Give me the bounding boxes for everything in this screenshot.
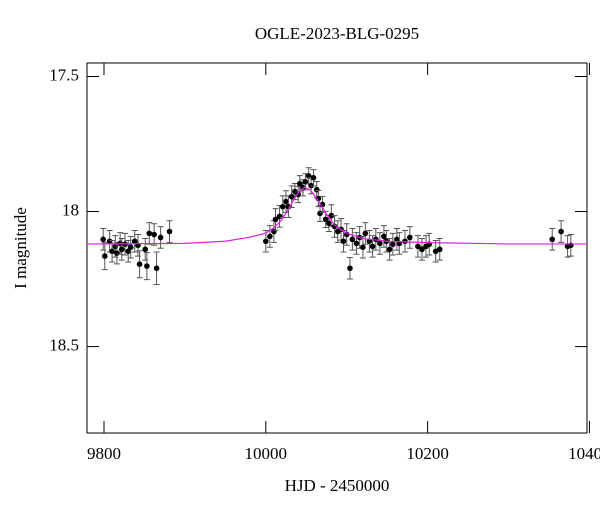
data-point [127, 244, 134, 250]
data-point [331, 223, 338, 230]
data-point [100, 236, 106, 243]
data-point [288, 193, 295, 200]
data-point [144, 263, 150, 269]
model-curve [87, 186, 587, 245]
data-point [415, 243, 421, 250]
data-point [381, 233, 387, 240]
data-point [151, 231, 157, 238]
data-point [347, 265, 353, 272]
data-point [272, 216, 279, 223]
data-point [106, 238, 113, 245]
data-point [296, 180, 303, 187]
data-point [558, 228, 564, 235]
data-point [310, 174, 317, 181]
data-point [328, 212, 335, 219]
data-point [101, 253, 108, 259]
data-point [276, 213, 283, 220]
data-point [369, 243, 376, 250]
data-point [373, 236, 379, 243]
data-point [166, 228, 173, 235]
data-point [386, 246, 393, 253]
data-point [142, 246, 149, 253]
data-point [568, 242, 574, 249]
data-point [549, 236, 556, 243]
data-point [419, 246, 425, 253]
data-point [146, 230, 153, 237]
data-point [349, 236, 356, 243]
data-point [302, 179, 309, 185]
data-point [125, 248, 132, 255]
data-point [279, 203, 286, 210]
y-tick-label: 18.5 [49, 335, 79, 354]
data-point [322, 216, 329, 223]
data-point [407, 234, 413, 241]
data-point [267, 233, 273, 240]
data-point [436, 246, 443, 253]
data-point [362, 230, 369, 237]
data-point [153, 265, 160, 272]
data-point [118, 246, 125, 253]
chart-title: OGLE-2023-BLG-0295 [255, 24, 419, 43]
data-point [340, 238, 347, 245]
data-point [283, 198, 289, 205]
x-tick-label: 10400 [568, 444, 600, 463]
data-point [114, 250, 120, 256]
plot-frame [86, 62, 588, 434]
data-point [353, 240, 360, 247]
data-point [360, 244, 366, 250]
data-point [263, 238, 269, 245]
x-tick-label: 10200 [406, 444, 449, 463]
x-axis-label: HJD - 2450000 [285, 476, 390, 495]
data-point [317, 210, 323, 217]
x-tick-label: 9800 [87, 444, 121, 463]
data-point [285, 203, 292, 210]
data-point [131, 238, 138, 245]
y-tick-label: 17.5 [49, 65, 79, 84]
data-point [136, 261, 143, 268]
x-tick-label: 10000 [245, 444, 288, 463]
data-point [157, 234, 164, 241]
data-point [390, 241, 396, 248]
y-tick-label: 18 [62, 200, 79, 219]
data-point [377, 240, 383, 247]
data-point [394, 236, 400, 243]
data-point [109, 248, 115, 255]
y-axis-label: I magnitude [11, 207, 30, 289]
data-point [315, 195, 322, 202]
data-point [326, 220, 332, 227]
